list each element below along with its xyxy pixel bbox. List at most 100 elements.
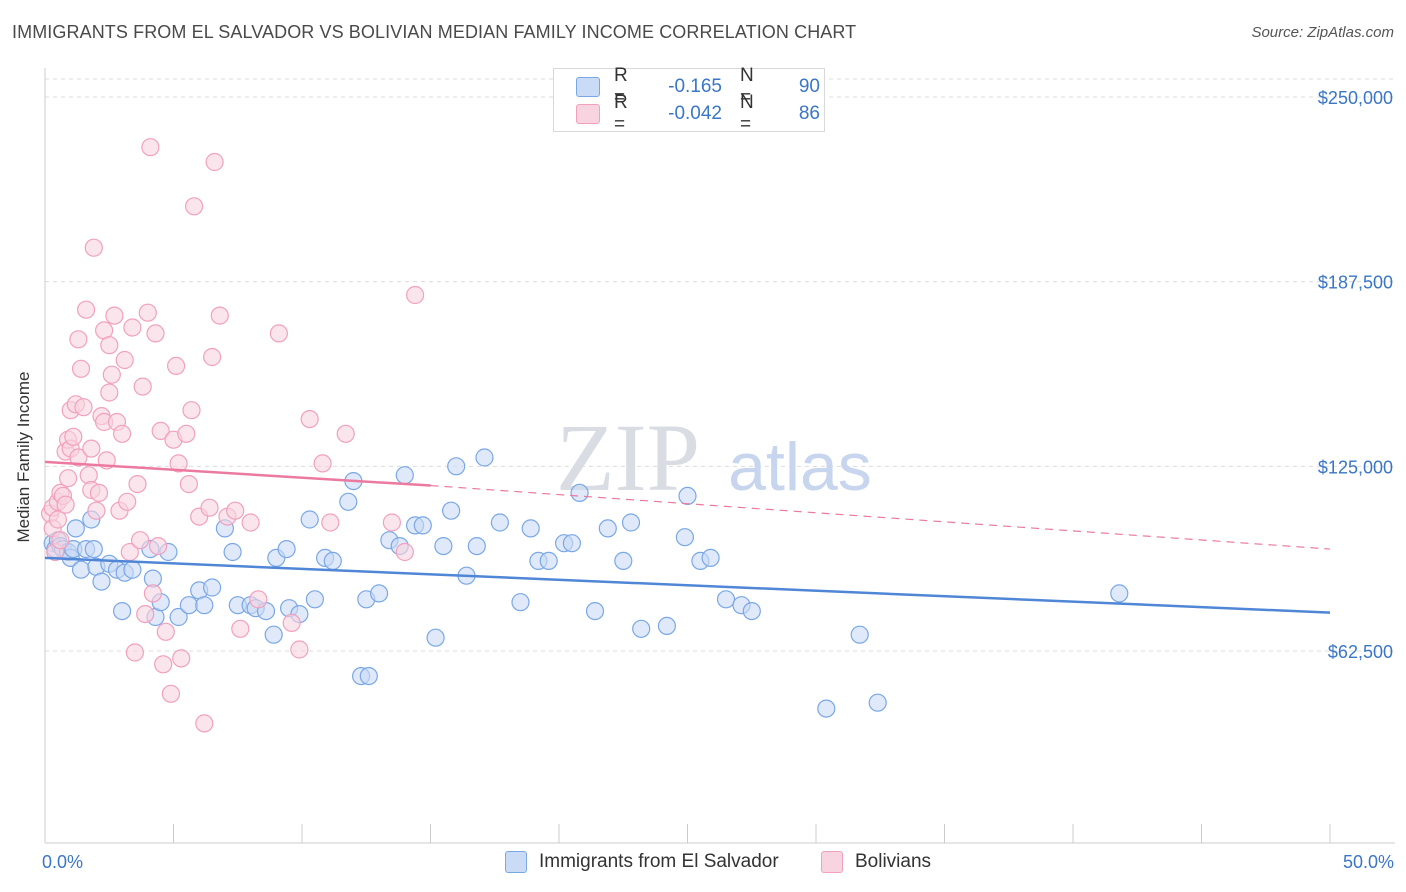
point-el-salvador	[112, 601, 132, 621]
series-legend: Immigrants from El Salvador Bolivians	[0, 851, 1406, 879]
point-el-salvador	[426, 628, 445, 647]
legend-item-bolivians[interactable]: Bolivians	[821, 851, 931, 873]
point-bolivians	[79, 466, 98, 485]
r-label: R =	[614, 65, 628, 108]
point-bolivians	[200, 498, 219, 517]
point-el-salvador	[475, 448, 494, 467]
point-el-salvador	[570, 483, 589, 502]
y-tick-label: $250,000	[1318, 88, 1393, 108]
point-el-salvador	[66, 519, 85, 538]
y-tick-label: $125,000	[1318, 457, 1393, 477]
point-bolivians	[205, 152, 224, 172]
x-tick-min: 0.0%	[42, 852, 84, 872]
point-el-salvador	[621, 513, 641, 532]
stats-row-el-salvador: R = -0.165 N = 90	[576, 65, 820, 108]
point-el-salvador	[562, 534, 582, 553]
trend-line-bolivians	[430, 484, 1331, 550]
point-el-salvador	[179, 596, 198, 615]
stats-legend: R = -0.165 N = 90 R = -0.042 N = 86	[553, 65, 825, 135]
legend-swatch-pink	[821, 851, 843, 873]
point-bolivians	[321, 513, 340, 532]
point-el-salvador	[447, 457, 466, 476]
point-bolivians	[395, 542, 414, 562]
r-value: -0.042	[668, 103, 722, 124]
point-el-salvador	[490, 513, 509, 532]
point-bolivians	[177, 424, 196, 443]
y-tick-label: $62,500	[1328, 642, 1393, 662]
legend-swatch-pink	[576, 104, 600, 124]
point-bolivians	[241, 513, 260, 532]
point-bolivians	[123, 318, 142, 337]
point-el-salvador	[585, 601, 605, 621]
point-el-salvador	[442, 501, 461, 520]
point-bolivians	[118, 492, 137, 511]
point-el-salvador	[598, 519, 617, 538]
point-el-salvador	[370, 584, 389, 603]
trend-line-el-salvador	[44, 556, 1331, 614]
point-bolivians	[336, 424, 355, 443]
grid-layer	[45, 78, 1395, 652]
point-bolivians	[172, 649, 191, 668]
axes-layer	[44, 68, 1395, 844]
y-tick-labels: $62,500 $125,000 $187,500 $250,000	[1318, 88, 1393, 662]
point-bolivians	[156, 622, 175, 641]
point-bolivians	[74, 398, 93, 417]
n-label: N =	[740, 92, 754, 135]
y-tick-label: $187,500	[1318, 273, 1393, 293]
point-el-salvador	[850, 625, 869, 644]
point-bolivians	[182, 401, 201, 420]
y-axis-label: Median Family Income	[14, 371, 33, 543]
point-bolivians	[131, 531, 150, 550]
point-bolivians	[269, 324, 288, 343]
r-value: -0.165	[668, 76, 722, 97]
point-el-salvador	[305, 590, 324, 609]
trend-layer	[44, 460, 1331, 614]
point-bolivians	[133, 377, 152, 396]
point-el-salvador	[195, 596, 214, 615]
watermark-atlas: atlas	[728, 429, 872, 505]
point-bolivians	[203, 347, 222, 367]
point-bolivians	[300, 410, 319, 429]
point-bolivians	[100, 336, 119, 355]
point-el-salvador	[223, 542, 242, 562]
point-bolivians	[115, 350, 134, 370]
point-bolivians	[82, 439, 101, 458]
point-bolivians	[149, 536, 168, 556]
point-bolivians	[76, 300, 96, 319]
point-el-salvador	[169, 607, 188, 627]
point-bolivians	[112, 424, 132, 443]
point-bolivians	[167, 356, 186, 375]
point-el-salvador	[264, 625, 283, 644]
point-bolivians	[290, 640, 309, 659]
n-value: 86	[798, 103, 820, 124]
point-el-salvador	[123, 560, 142, 579]
point-bolivians	[69, 448, 88, 467]
point-bolivians	[249, 590, 268, 609]
point-bolivians	[210, 306, 229, 325]
watermark: ZIP atlas	[556, 404, 872, 511]
point-el-salvador	[84, 539, 103, 559]
legend-swatch-blue	[576, 77, 600, 97]
legend-item-el-salvador[interactable]: Immigrants from El Salvador	[505, 851, 779, 873]
point-bolivians	[282, 613, 301, 633]
point-bolivians	[146, 324, 165, 343]
point-bolivians	[128, 475, 147, 494]
point-el-salvador	[92, 572, 111, 591]
legend-label: Bolivians	[855, 851, 932, 872]
point-el-salvador	[413, 516, 432, 535]
point-el-salvador	[467, 536, 486, 556]
point-el-salvador	[742, 601, 761, 621]
point-bolivians	[89, 483, 109, 502]
point-bolivians	[226, 501, 245, 520]
stats-row-bolivians: R = -0.042 N = 86	[576, 92, 820, 135]
points-layer	[40, 138, 1129, 733]
point-bolivians	[151, 421, 170, 440]
point-el-salvador	[71, 560, 91, 579]
point-el-salvador	[716, 590, 736, 609]
point-bolivians	[161, 684, 180, 703]
point-bolivians	[154, 655, 173, 674]
point-bolivians	[87, 501, 106, 520]
point-bolivians	[313, 454, 332, 473]
point-el-salvador	[511, 593, 530, 612]
